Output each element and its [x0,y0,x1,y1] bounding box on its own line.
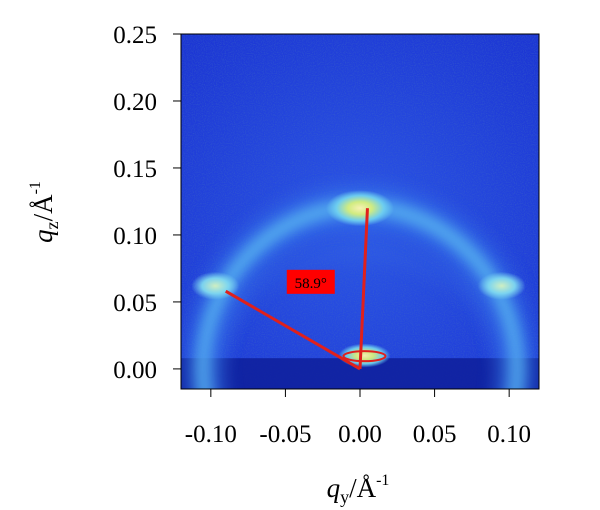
bright-spot [338,343,391,368]
y-tick-label: 0.05 [113,290,157,317]
heatmap-image [181,34,539,389]
angle-label: 58.9° [295,276,327,292]
y-axis-title: qz/Å-1 [27,181,62,243]
axes: -0.10 -0.05 0.00 0.05 0.10 0.00 0.05 0.10 0.15 0.… [27,22,540,507]
angle-annotation: 58.9° [224,208,387,371]
y-tick-label: 0.00 [113,357,157,384]
x-tick-label: 0.10 [487,421,531,448]
bright-spot [477,271,526,300]
x-tick-label: 0.00 [338,421,382,448]
x-axis-title: qy/Å-1 [327,472,390,507]
bright-spot [326,190,394,227]
angle-line-side [224,289,361,371]
x-tick-label: -0.10 [185,421,237,448]
origin-marker [342,350,387,363]
angle-line-vertical [358,208,369,369]
y-tick-label: 0.20 [113,89,157,116]
y-tick-label: 0.25 [113,22,157,49]
plot-area [181,34,539,389]
x-tick-label: -0.05 [259,421,311,448]
y-tick-label: 0.10 [113,223,157,250]
x-tick-label: 0.05 [413,421,457,448]
y-tick-label: 0.15 [113,156,157,183]
ring-inner-halo [206,246,514,389]
angle-label-box [286,269,335,294]
